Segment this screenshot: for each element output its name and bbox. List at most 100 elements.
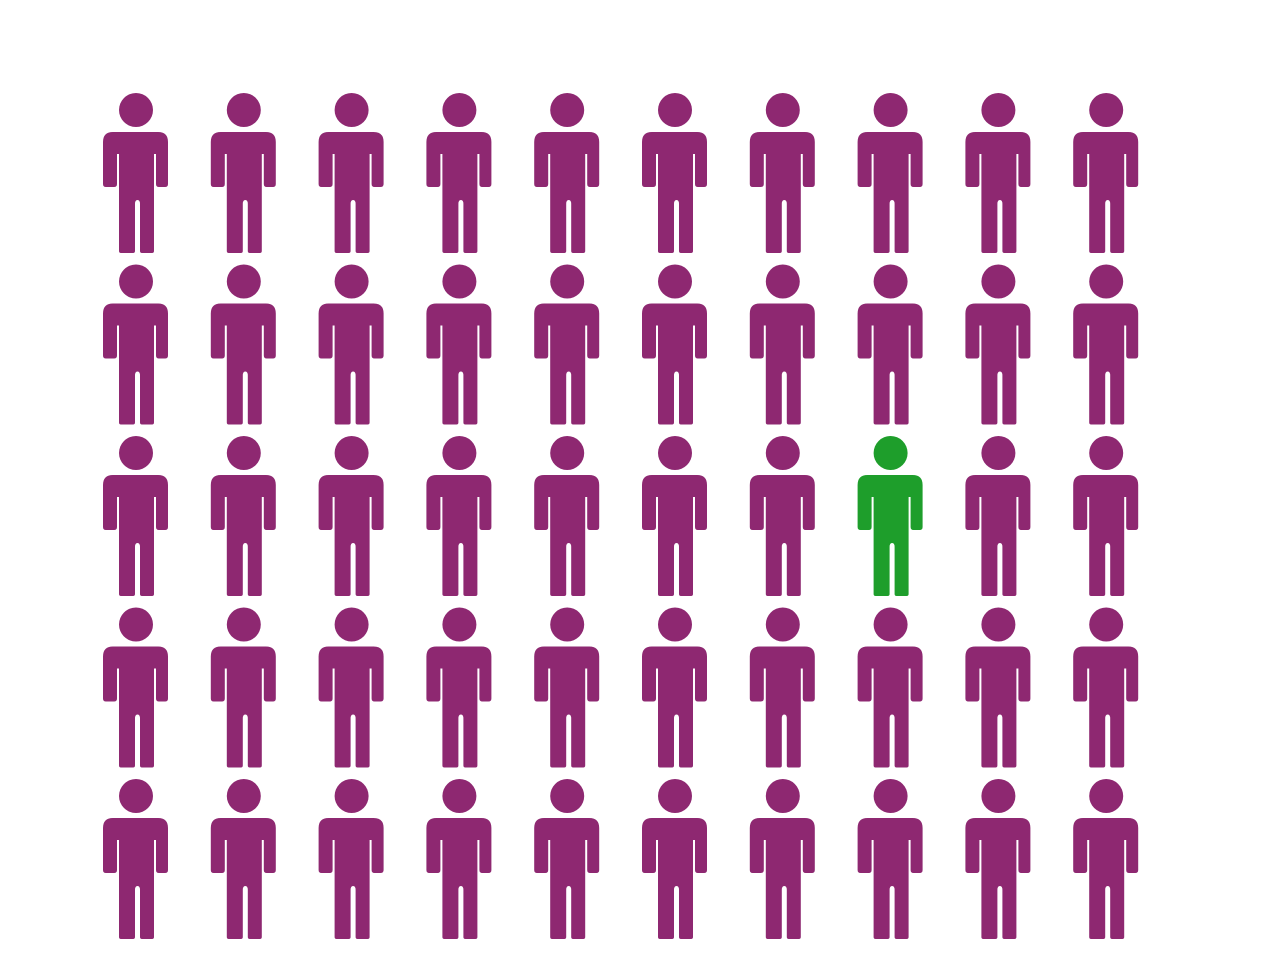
person-icon xyxy=(103,436,168,596)
person-head xyxy=(226,93,261,127)
person-head xyxy=(442,436,477,470)
person-icon xyxy=(210,93,276,253)
person-icon xyxy=(426,436,492,596)
person-icon xyxy=(749,779,815,939)
person-head xyxy=(550,264,585,299)
person-head xyxy=(442,607,477,642)
person-body xyxy=(210,475,276,596)
person-head xyxy=(550,779,585,813)
person-body xyxy=(318,646,384,768)
person-head xyxy=(658,779,692,813)
person-body xyxy=(426,818,492,939)
person-head xyxy=(765,779,800,813)
person-body xyxy=(534,818,600,939)
person-icon xyxy=(318,264,384,425)
person-head xyxy=(765,436,800,470)
person-icon xyxy=(534,93,600,253)
person-body xyxy=(1073,132,1139,253)
person-body xyxy=(103,303,168,425)
person-body xyxy=(857,646,923,768)
person-icon xyxy=(642,779,707,939)
person-icon xyxy=(1073,436,1139,596)
person-body xyxy=(318,818,384,939)
person-head xyxy=(226,264,261,299)
person-icon xyxy=(965,93,1031,253)
person-icon xyxy=(534,436,600,596)
person-head xyxy=(658,607,692,642)
person-body xyxy=(534,132,600,253)
person-body xyxy=(318,475,384,596)
person-icon xyxy=(749,607,815,768)
person-icon xyxy=(426,264,492,425)
person-body xyxy=(103,475,168,596)
person-body xyxy=(857,132,923,253)
person-head xyxy=(226,779,261,813)
person-body xyxy=(534,646,600,768)
person-icon xyxy=(210,264,276,425)
person-icon xyxy=(103,779,168,939)
person-body xyxy=(965,818,1031,939)
person-icon xyxy=(1073,779,1139,939)
person-head xyxy=(1089,779,1124,813)
person-icon xyxy=(749,436,815,596)
person-icon xyxy=(318,607,384,768)
person-icon xyxy=(210,779,276,939)
person-head xyxy=(119,264,153,299)
person-head xyxy=(550,607,585,642)
person-body xyxy=(1073,646,1139,768)
person-body xyxy=(103,818,168,939)
person-body xyxy=(426,132,492,253)
person-head xyxy=(981,779,1016,813)
person-icon xyxy=(103,93,168,253)
person-head xyxy=(334,607,369,642)
person-icon xyxy=(318,93,384,253)
person-head xyxy=(981,93,1016,127)
person-head xyxy=(119,93,153,127)
person-icon xyxy=(642,93,707,253)
person-head xyxy=(119,607,153,642)
person-head xyxy=(119,779,153,813)
person-head xyxy=(1089,93,1124,127)
person-icon xyxy=(749,264,815,425)
person-head xyxy=(981,607,1016,642)
person-icon xyxy=(857,607,923,768)
person-icon xyxy=(965,264,1031,425)
person-body xyxy=(749,132,815,253)
person-body xyxy=(210,646,276,768)
person-head xyxy=(442,264,477,299)
person-head xyxy=(873,264,908,299)
person-body xyxy=(534,303,600,425)
person-head xyxy=(981,264,1016,299)
person-head xyxy=(873,779,908,813)
person-icon xyxy=(1073,264,1139,425)
person-body xyxy=(210,818,276,939)
person-icon xyxy=(103,607,168,768)
person-body xyxy=(1073,303,1139,425)
person-body xyxy=(642,646,707,768)
person-body xyxy=(749,303,815,425)
person-body xyxy=(103,132,168,253)
person-icon-highlighted xyxy=(857,436,923,596)
person-body xyxy=(965,475,1031,596)
person-body xyxy=(210,132,276,253)
person-body xyxy=(210,303,276,425)
person-body xyxy=(857,475,923,596)
person-head xyxy=(981,436,1016,470)
person-head xyxy=(334,779,369,813)
person-head xyxy=(334,93,369,127)
person-icon xyxy=(1073,93,1139,253)
person-head xyxy=(226,607,261,642)
person-body xyxy=(749,818,815,939)
person-body xyxy=(642,132,707,253)
person-icon xyxy=(642,607,707,768)
person-icon xyxy=(749,93,815,253)
person-icon xyxy=(534,607,600,768)
person-body xyxy=(1073,818,1139,939)
person-icon xyxy=(642,436,707,596)
person-body xyxy=(426,303,492,425)
person-head xyxy=(765,93,800,127)
person-icon xyxy=(426,607,492,768)
person-body xyxy=(857,818,923,939)
person-body xyxy=(103,646,168,768)
